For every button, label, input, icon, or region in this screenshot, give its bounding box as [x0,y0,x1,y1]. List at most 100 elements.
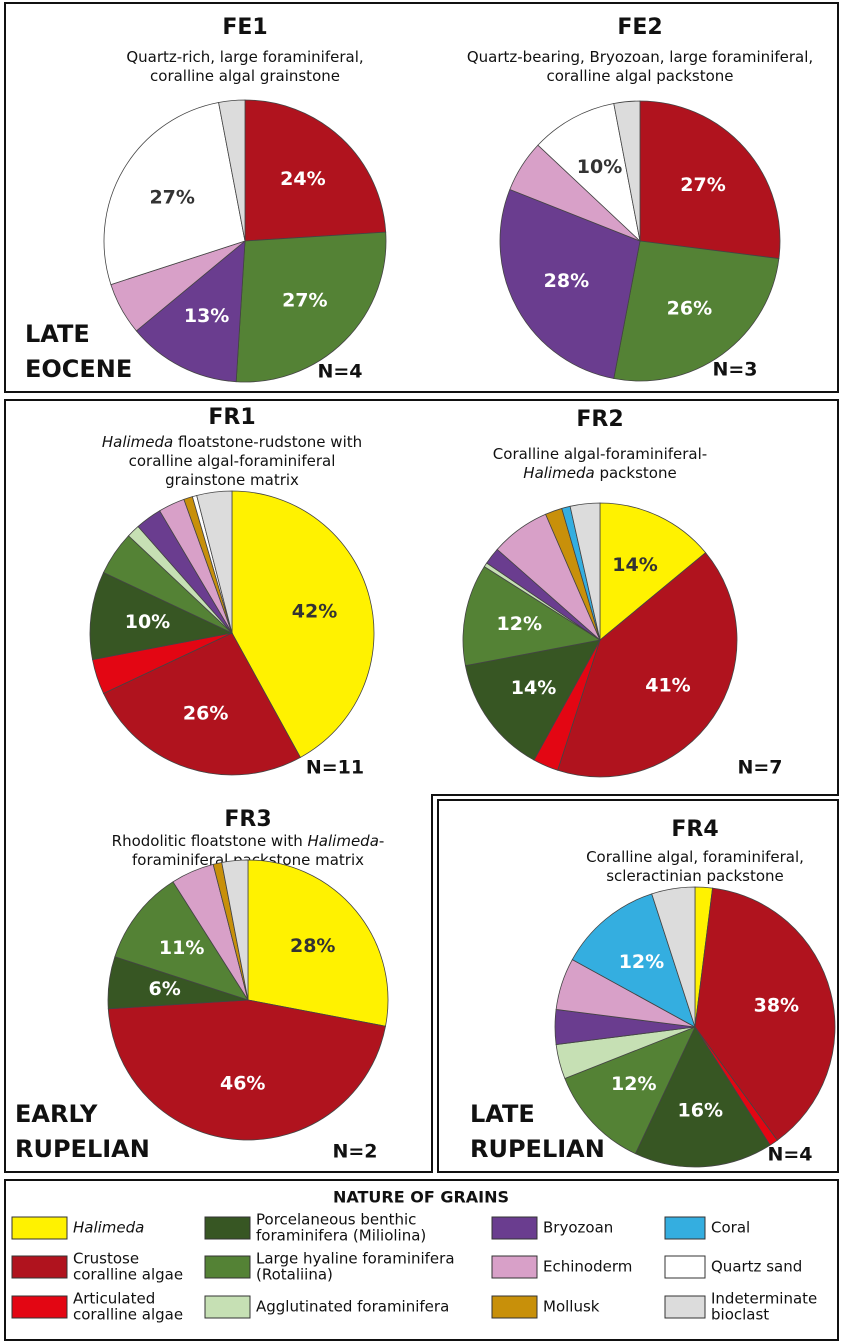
legend-title: NATURE OF GRAINS [333,1188,509,1207]
pie-title: FR3 [224,807,271,832]
pie-slice [694,887,836,1141]
slice-label: 16% [678,1099,723,1121]
pie-subtitle: coralline algal grainstone [150,67,340,85]
sample-count: N=3 [712,359,757,381]
pie-slice [569,502,601,641]
legend-swatch [491,1295,538,1319]
legend-swatch [664,1295,706,1319]
period-label: RUPELIAN [470,1135,605,1163]
legend-label: bioclast [711,1306,769,1324]
legend-label: Quartz sand [711,1258,802,1276]
pie-slice [599,502,707,641]
slice-label: 10% [125,611,170,633]
legend-box [4,1179,839,1341]
legend-swatch [491,1255,538,1279]
early-rupelian-box [4,399,839,1173]
slice-label: 12% [497,613,542,635]
slice-label: 26% [667,297,712,319]
subtitle-part: packstone [595,464,677,482]
pie-subtitle: scleractinian packstone [606,867,784,885]
legend-swatch [664,1216,706,1240]
subtitle-part: coralline algal-foraminiferal [129,452,336,470]
pie-slice [235,231,387,383]
pie-slice [613,100,641,242]
slice-label: 38% [754,995,799,1017]
sample-count: N=7 [737,757,782,779]
pie-slice [221,859,249,1001]
legend-label: Halimeda [73,1219,144,1237]
pie-subtitle: grainstone matrix [165,471,299,489]
pie-subtitle: coralline algal-foraminiferal [129,452,336,470]
legend-label: Bryozoan [543,1219,613,1237]
pie-subtitle: Quartz-bearing, Bryozoan, large foramini… [467,48,813,66]
slice-label: 11% [159,937,204,959]
slice-label: 27% [149,186,194,208]
subtitle-part: floatstone-rudstone with [173,433,362,451]
period-label: LATE [25,320,90,348]
legend-label: Articulated [73,1290,155,1308]
sample-count: N=4 [767,1144,812,1166]
slice-label: 12% [619,951,664,973]
legend-label: Indeterminate [711,1290,817,1308]
pie-subtitle: Coralline algal-foraminiferal- [493,445,707,463]
pie-subtitle: Quartz-rich, large foraminiferal, [126,48,363,66]
pie-slice [196,490,233,634]
subtitle-part: Halimeda [523,464,594,482]
slice-label: 41% [645,675,690,697]
legend-label: Echinoderm [543,1258,632,1276]
legend-swatch [11,1255,68,1279]
pie-slice [107,999,386,1141]
pie-title: FR1 [208,405,255,430]
pie-slice [557,552,738,778]
slice-label: 6% [149,978,181,1000]
legend-swatch [11,1216,68,1240]
legend-label: Mollusk [543,1298,600,1316]
subtitle-part: grainstone matrix [165,471,299,489]
period-label: RUPELIAN [15,1135,150,1163]
pie-slice [135,240,246,383]
pie-slice [114,881,249,1001]
legend-swatch [204,1216,251,1240]
slice-label: 12% [611,1073,656,1095]
legend-swatch [491,1216,538,1240]
legend-label: Large hyaline foraminifera [256,1250,455,1268]
subtitle-part: Coralline algal-foraminiferal- [493,445,707,463]
pie-slice [651,886,696,1028]
legend-swatch [664,1255,706,1279]
legend-label: Coral [711,1219,750,1237]
slice-label: 13% [184,305,229,327]
legend-label: coralline algae [73,1266,183,1284]
pie-slice [564,1026,696,1155]
legend-swatch [204,1295,251,1319]
pie-slice [462,566,602,667]
eocene-box [4,2,839,393]
subtitle-part: coralline algal packstone [546,67,733,85]
subtitle-part: scleractinian packstone [606,867,784,885]
legend-label: (Rotaliina) [256,1266,333,1284]
subtitle-part: foraminiferal packstone matrix [132,851,364,869]
subtitle-part: Coralline algal, foraminiferal, [586,848,804,866]
pie-slice [102,632,301,776]
pie-slice [218,99,246,242]
pie-slice [537,103,641,243]
pie-slice [499,188,641,379]
pie-title: FE1 [222,15,267,40]
sample-count: N=11 [306,757,364,779]
subtitle-part: Halimeda [102,433,173,451]
pie-subtitle: coralline algal packstone [546,67,733,85]
pie-slice [244,99,387,242]
pie-title: FR4 [671,817,718,842]
slice-label: 42% [292,600,337,622]
pie-slice [639,100,781,259]
period-label: EOCENE [25,355,132,383]
pie-subtitle: foraminiferal packstone matrix [132,851,364,869]
slice-label: 26% [183,703,228,725]
slice-label: 14% [612,554,657,576]
period-label: EARLY [15,1100,98,1128]
pie-title: FE2 [617,15,662,40]
subtitle-part: coralline algal grainstone [150,67,340,85]
pie-slice [247,859,389,1027]
pie-slice [231,490,375,758]
pie-slice [103,102,246,286]
